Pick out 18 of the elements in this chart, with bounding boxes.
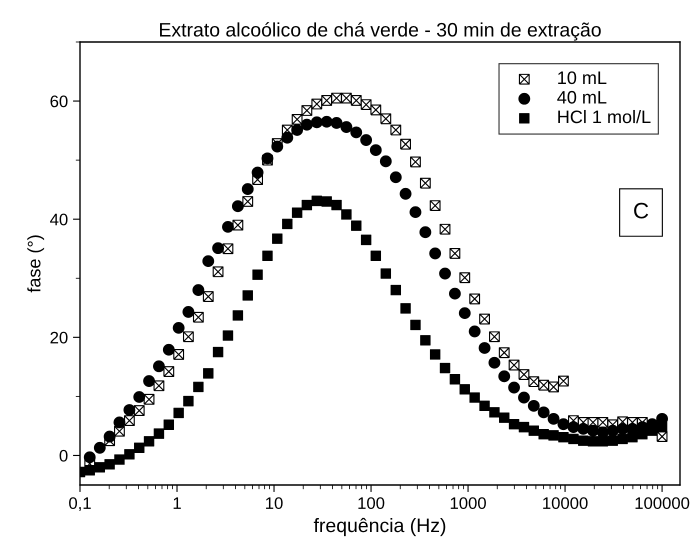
x-tick-label: 1000	[450, 497, 486, 510]
legend-label: 10 mL	[558, 71, 606, 84]
y-tick-label: 60	[50, 95, 68, 108]
x-tick-label: 0,1	[69, 497, 91, 512]
y-axis-title: fase (°)	[27, 235, 44, 292]
y-tick-label: 40	[50, 214, 68, 226]
x-tick-label: 100	[358, 497, 384, 510]
x-axis-title: frequência (Hz)	[314, 518, 446, 536]
x-tick-label: 100000	[636, 497, 690, 510]
y-tick-label: 0	[60, 450, 68, 462]
annotation: C	[634, 202, 648, 219]
legend-label: 40 mL	[557, 90, 606, 104]
y-tick-label: 20	[50, 332, 68, 344]
legend-label: HCl 1 mol/L	[558, 110, 651, 124]
chart-title: Extrato alcoólico de chá verde - 30 min de extração	[160, 22, 601, 41]
x-tick-label: 10	[266, 497, 283, 510]
x-tick-label: 1	[174, 497, 181, 509]
x-tick-label: 10000	[543, 497, 588, 510]
